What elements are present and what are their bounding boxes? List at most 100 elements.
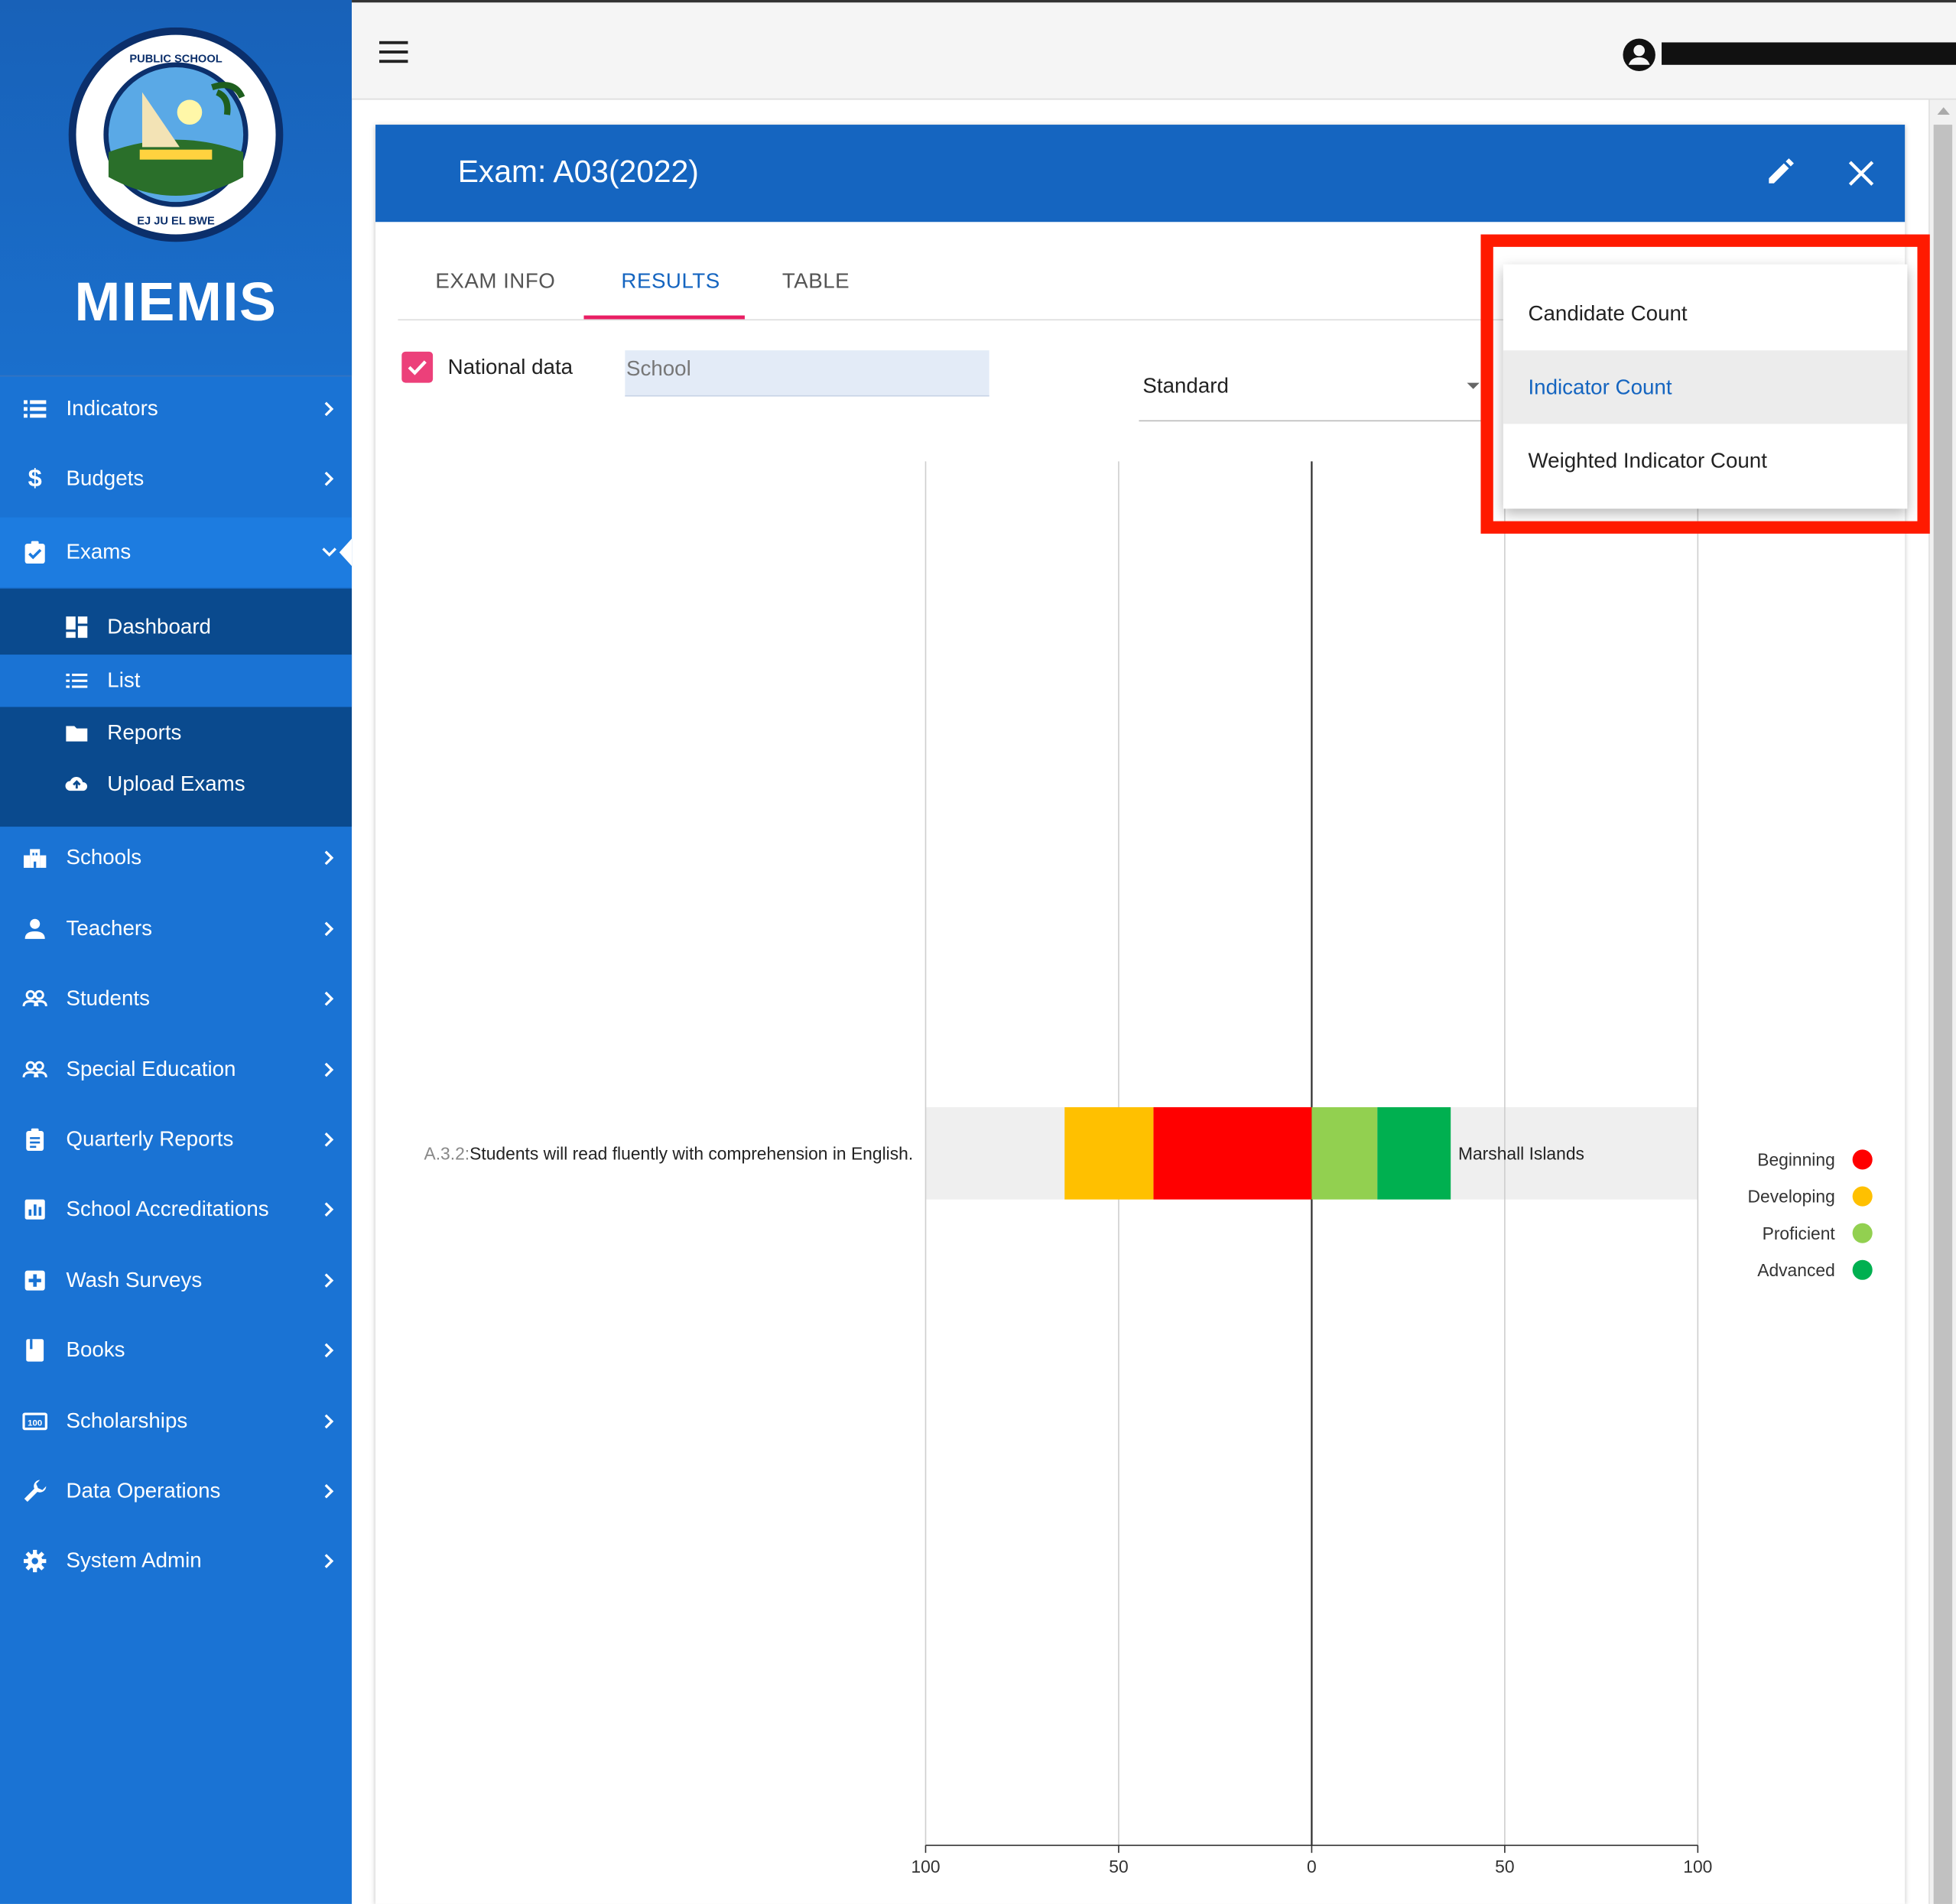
school-system-logo: PUBLIC SCHOOL EJ JU EL BWE (68, 27, 284, 242)
sidebar-item-label: Scholarships (66, 1409, 188, 1433)
chevron-right-icon (324, 921, 334, 937)
edit-pencil-icon[interactable] (1765, 154, 1797, 187)
legend-label-developing: Developing (1748, 1187, 1835, 1207)
school-building-icon (23, 849, 47, 868)
legend-swatch-advanced (1852, 1259, 1873, 1280)
sidebar-item-label: System Admin (66, 1548, 202, 1573)
top-bar (352, 0, 1956, 100)
list-icon (23, 400, 47, 418)
chart-tick-label: 0 (1307, 1857, 1317, 1876)
people-icon (22, 989, 47, 1007)
sidebar-item-budgets[interactable]: $ Budgets (0, 444, 352, 513)
sidebar-item-exams[interactable]: Exams (0, 517, 353, 588)
scroll-thumb[interactable] (1933, 125, 1953, 1904)
svg-text:PUBLIC SCHOOL: PUBLIC SCHOOL (129, 54, 222, 66)
card-header: Exam: A03(2022) (375, 125, 1906, 223)
sidebar-subitem-list[interactable]: List (0, 655, 353, 707)
sidebar-item-quarterly-reports[interactable]: Quarterly Reports (0, 1105, 352, 1175)
folder-icon (66, 726, 88, 742)
sidebar-item-scholarships[interactable]: 100 Scholarships (0, 1386, 352, 1456)
person-icon (24, 918, 45, 939)
sidebar-item-label: Schools (66, 845, 142, 869)
legend-swatch-beginning (1852, 1149, 1873, 1170)
chevron-right-icon (324, 1273, 334, 1288)
tab-results[interactable]: RESULTS (621, 269, 720, 294)
scroll-up-arrow-icon[interactable] (1937, 107, 1950, 115)
legend-swatch-developing (1852, 1186, 1873, 1207)
school-input-placeholder: School (625, 356, 691, 381)
dollar-icon: $ (28, 465, 42, 493)
annotation-highlight-box (1480, 234, 1930, 534)
sidebar-subitem-label: Upload Exams (107, 772, 245, 796)
school-input[interactable]: School (625, 350, 989, 397)
exams-submenu: Dashboard List Reports Upload Exams (0, 588, 353, 827)
sidebar-subitem-reports[interactable]: Reports (0, 707, 352, 759)
sidebar-item-label: Books (66, 1337, 125, 1362)
chart-bar-proficient (1311, 1106, 1378, 1200)
sidebar-item-data-operations[interactable]: Data Operations (0, 1457, 352, 1526)
chevron-right-icon (324, 991, 334, 1006)
menu-option-indicator-count[interactable]: Indicator Count (1503, 350, 1908, 424)
scholarship-icon: 100 (22, 1412, 47, 1431)
sidebar-subitem-label: Dashboard (107, 614, 211, 638)
close-icon[interactable] (1847, 160, 1875, 187)
chevron-right-icon (324, 1062, 334, 1077)
sidebar-subitem-upload-exams[interactable]: Upload Exams (0, 758, 352, 810)
national-data-checkbox[interactable] (401, 351, 434, 383)
app-brand: MIEMIS (74, 271, 278, 333)
sidebar-item-label: School Accreditations (66, 1197, 269, 1221)
chevron-right-icon (324, 401, 334, 417)
sidebar-item-schools[interactable]: Schools (0, 823, 352, 892)
sidebar-item-school-accreditations[interactable]: School Accreditations (0, 1175, 352, 1244)
count-type-menu: Candidate Count Indicator Count Weighted… (1503, 264, 1908, 509)
sidebar-item-students[interactable]: Students (0, 963, 352, 1033)
chart-tick-label: 50 (1495, 1857, 1514, 1876)
chevron-right-icon (324, 471, 334, 486)
chart-bar-developing (1064, 1106, 1154, 1200)
account-circle-icon[interactable] (1622, 37, 1657, 73)
chevron-down-icon (322, 547, 337, 557)
user-email-redacted (1662, 42, 1956, 65)
sidebar-item-label: Students (66, 986, 150, 1010)
sidebar-item-teachers[interactable]: Teachers (0, 894, 352, 963)
sidebar-item-indicators[interactable]: Indicators (0, 374, 352, 444)
sidebar-subitem-dashboard[interactable]: Dashboard (0, 601, 352, 653)
sidebar-item-wash-surveys[interactable]: Wash Surveys (0, 1246, 352, 1315)
chart-bar-label: Marshall Islands (1458, 1143, 1584, 1163)
menu-option-weighted-indicator-count[interactable]: Weighted Indicator Count (1528, 449, 1767, 473)
dropdown-arrow-icon (1467, 382, 1480, 389)
sidebar-item-label: Indicators (66, 396, 158, 421)
sidebar: PUBLIC SCHOOL EJ JU EL BWE MIEMIS Indica… (0, 0, 353, 1904)
tab-table[interactable]: TABLE (781, 269, 850, 294)
legend-label-proficient: Proficient (1763, 1223, 1836, 1243)
tab-bar: EXAM INFO RESULTS TABLE (398, 249, 1646, 321)
legend-swatch-proficient (1852, 1223, 1873, 1243)
legend-label-beginning: Beginning (1757, 1150, 1835, 1170)
sidebar-item-special-education[interactable]: Special Education (0, 1035, 352, 1104)
sidebar-item-label: Teachers (66, 916, 153, 941)
chevron-right-icon (324, 1414, 334, 1429)
national-data-label: National data (447, 355, 573, 379)
sidebar-item-label: Quarterly Reports (66, 1127, 234, 1152)
svg-text:EJ JU EL BWE: EJ JU EL BWE (137, 216, 215, 228)
active-indicator (339, 538, 353, 567)
hamburger-menu-icon[interactable] (379, 40, 409, 65)
chart-tick-label: 50 (1109, 1857, 1128, 1876)
sidebar-subitem-label: Reports (107, 720, 182, 745)
clipboard-icon (26, 1128, 44, 1152)
sidebar-item-books[interactable]: Books (0, 1315, 352, 1385)
sidebar-item-label: Budgets (66, 466, 145, 490)
page-scrollbar[interactable] (1928, 99, 1956, 1904)
standard-select[interactable]: Standard (1139, 368, 1483, 422)
sidebar-item-system-admin[interactable]: System Admin (0, 1526, 352, 1596)
chevron-right-icon (324, 850, 334, 866)
list-icon (66, 674, 88, 688)
chart-category-label: A.3.2:Students will read fluently with c… (424, 1143, 913, 1163)
chevron-right-icon (324, 1202, 334, 1217)
menu-option-candidate-count[interactable]: Candidate Count (1528, 301, 1688, 326)
sidebar-item-label: Special Education (66, 1057, 236, 1081)
page-title: Exam: A03(2022) (457, 154, 699, 190)
tab-exam-info[interactable]: EXAM INFO (435, 269, 556, 294)
book-icon (26, 1339, 44, 1362)
sidebar-subitem-label: List (107, 668, 141, 692)
